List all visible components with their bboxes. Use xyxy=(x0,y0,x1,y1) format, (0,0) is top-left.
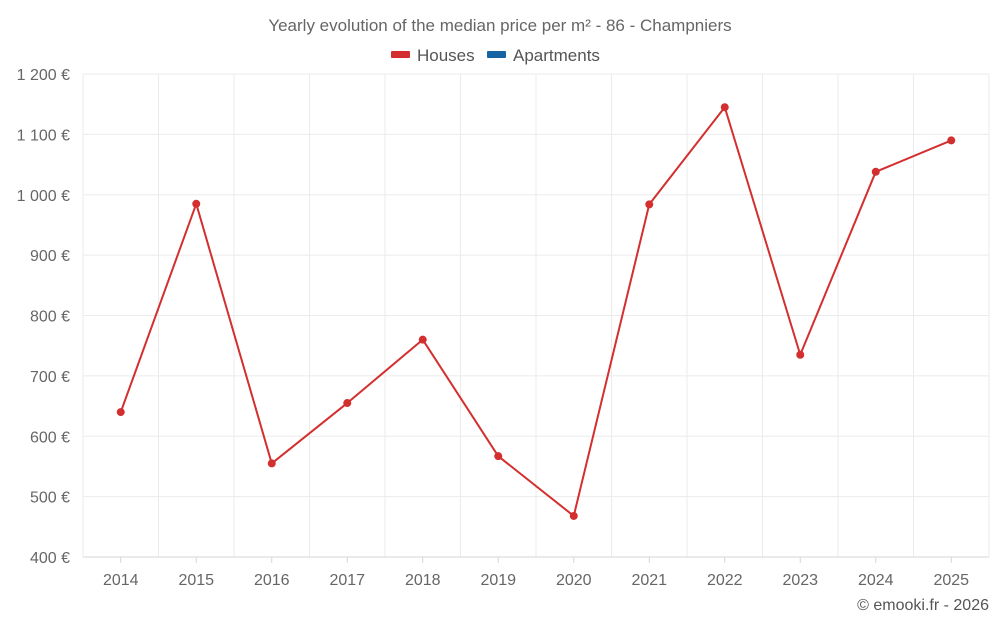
legend-item-houses[interactable]: Houses xyxy=(391,46,475,65)
x-tick-label: 2023 xyxy=(782,572,818,589)
data-point[interactable] xyxy=(947,136,956,145)
legend[interactable]: Houses Apartments xyxy=(391,46,600,65)
y-tick-label: 1 000 € xyxy=(17,188,70,205)
legend-swatch-apartments xyxy=(487,51,506,58)
data-point[interactable] xyxy=(796,350,805,359)
y-tick-label: 1 100 € xyxy=(17,127,70,144)
credit-text: © emooki.fr - 2026 xyxy=(857,597,989,614)
axis-layer: 400 € 500 € 600 € 700 € 800 € 900 € 1 000 € 1 1… xyxy=(17,67,989,589)
data-point[interactable] xyxy=(343,399,352,408)
y-tick-label: 700 € xyxy=(30,369,70,386)
data-point[interactable] xyxy=(494,452,503,461)
data-point[interactable] xyxy=(645,200,654,209)
x-tick-label: 2021 xyxy=(631,572,667,589)
series-line-houses xyxy=(119,106,953,517)
grid-layer xyxy=(82,73,990,558)
data-point[interactable] xyxy=(871,167,880,176)
data-point[interactable] xyxy=(267,459,276,468)
legend-item-apartments[interactable]: Apartments xyxy=(487,46,600,65)
x-tick-label: 2020 xyxy=(556,572,592,589)
data-point[interactable] xyxy=(116,408,125,417)
x-tick-label: 2024 xyxy=(858,572,894,589)
x-tick-label: 2022 xyxy=(707,572,743,589)
x-tick-label: 2015 xyxy=(178,572,214,589)
x-tick-label: 2019 xyxy=(480,572,516,589)
y-tick-label: 800 € xyxy=(30,309,70,326)
data-point[interactable] xyxy=(418,335,427,344)
x-tick-label: 2016 xyxy=(254,572,290,589)
legend-swatch-houses xyxy=(391,51,410,58)
data-point[interactable] xyxy=(720,103,729,112)
data-point[interactable] xyxy=(569,511,578,520)
x-tick-label: 2018 xyxy=(405,572,441,589)
y-tick-label: 600 € xyxy=(30,429,70,446)
x-tick-label: 2025 xyxy=(933,572,969,589)
data-point[interactable] xyxy=(192,199,201,208)
legend-label-apartments: Apartments xyxy=(513,46,600,65)
y-tick-label: 900 € xyxy=(30,248,70,265)
y-tick-label: 1 200 € xyxy=(17,67,70,84)
series-layer xyxy=(116,103,956,520)
y-tick-label: 500 € xyxy=(30,490,70,507)
chart-title: Yearly evolution of the median price per… xyxy=(268,16,731,35)
x-tick-label: 2014 xyxy=(103,572,139,589)
y-tick-label: 400 € xyxy=(30,550,70,567)
legend-label-houses: Houses xyxy=(417,46,475,65)
x-tick-label: 2017 xyxy=(329,572,365,589)
